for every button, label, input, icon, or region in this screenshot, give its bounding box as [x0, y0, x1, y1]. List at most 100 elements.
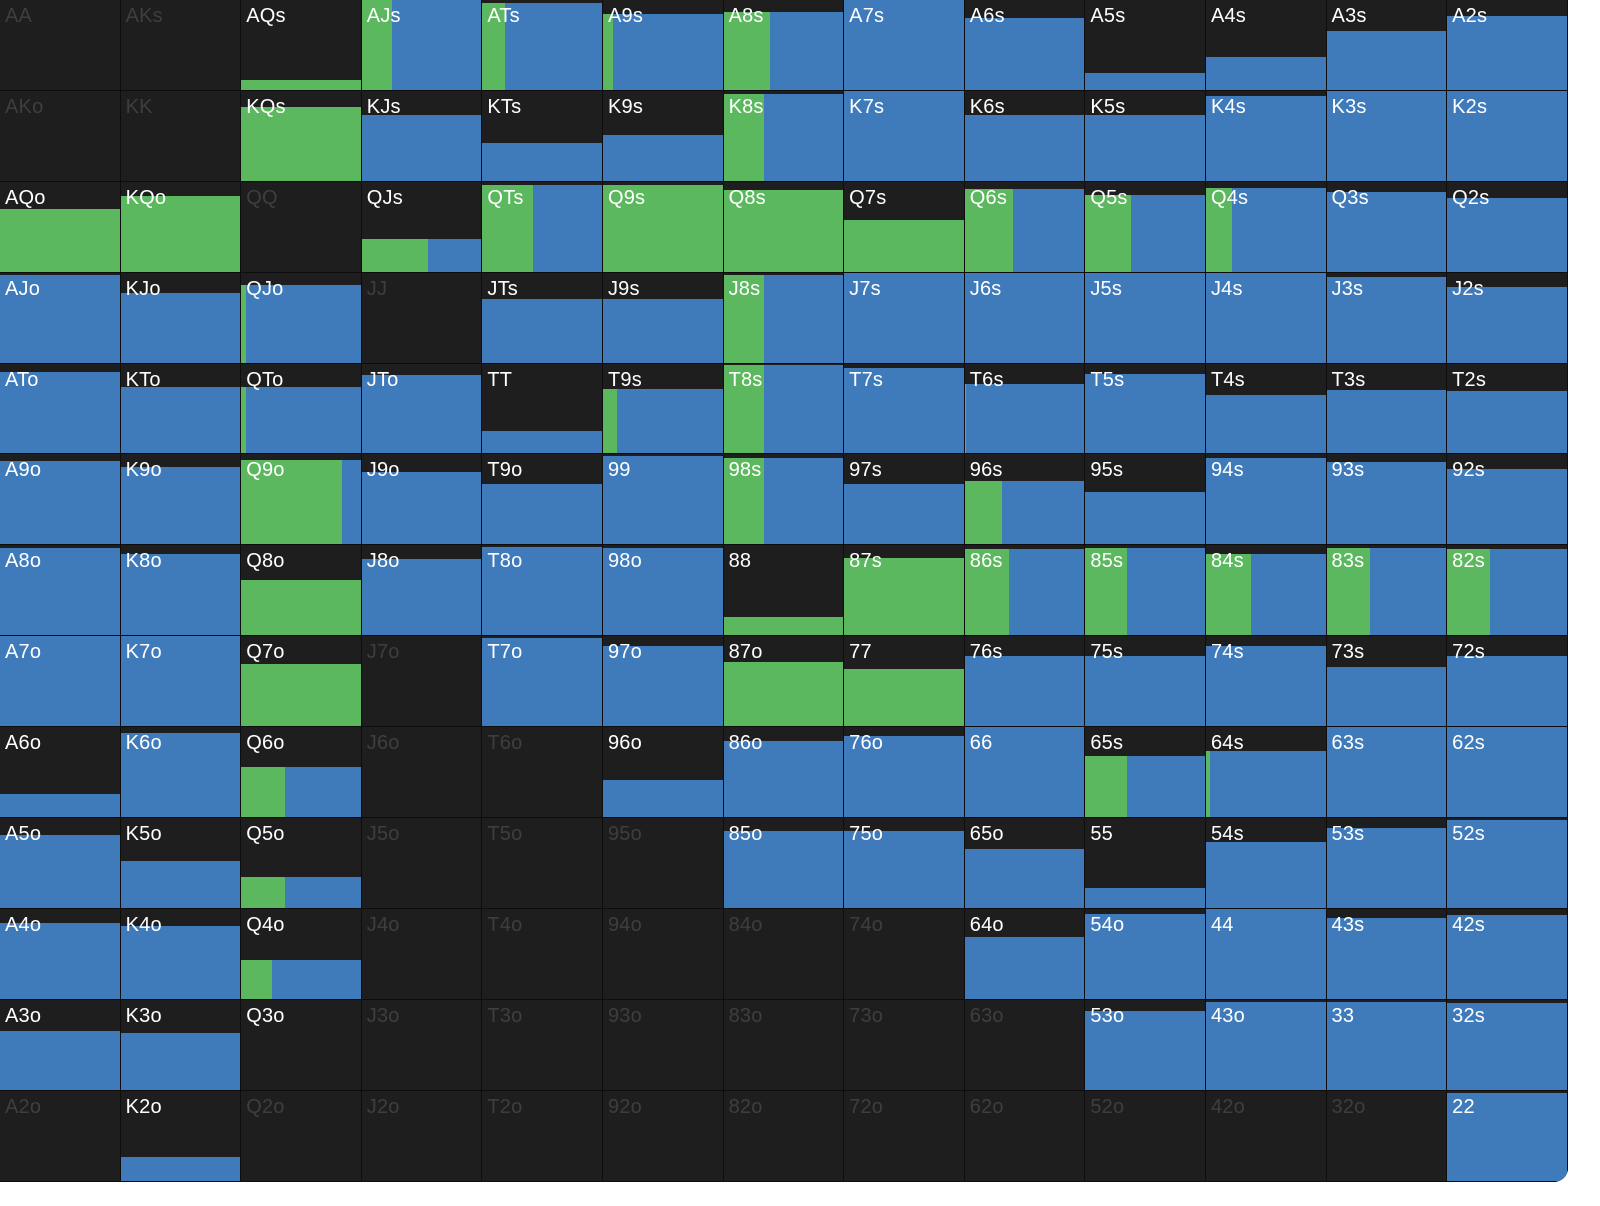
- hand-cell[interactable]: A5o: [0, 818, 121, 909]
- hand-cell[interactable]: A3o: [0, 999, 121, 1091]
- hand-cell[interactable]: 88: [723, 545, 845, 637]
- hand-cell[interactable]: K2s: [1447, 90, 1568, 182]
- hand-cell[interactable]: 65o: [964, 818, 1086, 909]
- hand-cell[interactable]: 63o: [964, 999, 1086, 1091]
- hand-cell[interactable]: T7s: [844, 363, 965, 455]
- hand-cell[interactable]: K6o: [120, 727, 242, 819]
- hand-cell[interactable]: T3o: [482, 999, 603, 1091]
- hand-cell[interactable]: J4o: [361, 908, 483, 1000]
- hand-cell[interactable]: 73s: [1326, 636, 1448, 728]
- hand-cell[interactable]: ATs: [482, 0, 603, 91]
- hand-cell[interactable]: T3s: [1326, 363, 1448, 455]
- hand-cell[interactable]: 55: [1085, 818, 1206, 909]
- hand-cell[interactable]: 82o: [723, 1090, 845, 1182]
- hand-cell[interactable]: 98o: [602, 545, 724, 637]
- hand-cell[interactable]: 87s: [844, 545, 965, 637]
- hand-cell[interactable]: JTo: [361, 363, 483, 455]
- hand-cell[interactable]: 84o: [723, 908, 845, 1000]
- hand-cell[interactable]: 94s: [1205, 454, 1327, 546]
- hand-cell[interactable]: A2s: [1447, 0, 1568, 91]
- hand-cell[interactable]: 54s: [1205, 818, 1327, 909]
- hand-cell[interactable]: KQo: [120, 181, 242, 273]
- hand-cell[interactable]: T2s: [1447, 363, 1568, 455]
- hand-cell[interactable]: J8s: [723, 272, 845, 364]
- hand-cell[interactable]: T8s: [723, 363, 845, 455]
- hand-cell[interactable]: AQo: [0, 181, 121, 273]
- hand-cell[interactable]: 33: [1326, 999, 1448, 1091]
- hand-cell[interactable]: Q2s: [1447, 181, 1568, 273]
- hand-cell[interactable]: 52o: [1085, 1090, 1206, 1182]
- hand-cell[interactable]: K9o: [120, 454, 242, 546]
- hand-cell[interactable]: 93s: [1326, 454, 1448, 546]
- hand-cell[interactable]: 97s: [844, 454, 965, 546]
- hand-cell[interactable]: 66: [964, 727, 1086, 819]
- hand-cell[interactable]: J9s: [602, 272, 724, 364]
- hand-cell[interactable]: T5o: [482, 818, 603, 909]
- hand-cell[interactable]: Q3o: [241, 999, 362, 1091]
- hand-cell[interactable]: J5s: [1085, 272, 1206, 364]
- hand-cell[interactable]: AA: [0, 0, 121, 91]
- hand-cell[interactable]: J2s: [1447, 272, 1568, 364]
- hand-cell[interactable]: K6s: [964, 90, 1086, 182]
- hand-cell[interactable]: 32o: [1326, 1090, 1448, 1182]
- hand-cell[interactable]: 64o: [964, 908, 1086, 1000]
- hand-cell[interactable]: J9o: [361, 454, 483, 546]
- hand-cell[interactable]: K4o: [120, 908, 242, 1000]
- hand-cell[interactable]: A3s: [1326, 0, 1448, 91]
- hand-cell[interactable]: 99: [602, 454, 724, 546]
- hand-cell[interactable]: K8s: [723, 90, 845, 182]
- hand-cell[interactable]: KK: [120, 90, 242, 182]
- hand-cell[interactable]: Q9s: [602, 181, 724, 273]
- hand-cell[interactable]: 43o: [1205, 999, 1327, 1091]
- hand-cell[interactable]: J3o: [361, 999, 483, 1091]
- hand-cell[interactable]: TT: [482, 363, 603, 455]
- hand-cell[interactable]: T6o: [482, 727, 603, 819]
- hand-cell[interactable]: 53o: [1085, 999, 1206, 1091]
- hand-cell[interactable]: QJs: [361, 181, 483, 273]
- hand-cell[interactable]: QJo: [241, 272, 362, 364]
- hand-cell[interactable]: KTo: [120, 363, 242, 455]
- hand-cell[interactable]: K4s: [1205, 90, 1327, 182]
- hand-cell[interactable]: T2o: [482, 1090, 603, 1182]
- hand-cell[interactable]: 96o: [602, 727, 724, 819]
- hand-cell[interactable]: Q9o: [241, 454, 362, 546]
- hand-cell[interactable]: Q5s: [1085, 181, 1206, 273]
- hand-cell[interactable]: 85s: [1085, 545, 1206, 637]
- hand-cell[interactable]: A7o: [0, 636, 121, 728]
- hand-cell[interactable]: ATo: [0, 363, 121, 455]
- hand-cell[interactable]: 98s: [723, 454, 845, 546]
- hand-cell[interactable]: 82s: [1447, 545, 1568, 637]
- hand-cell[interactable]: A8s: [723, 0, 845, 91]
- hand-cell[interactable]: 42o: [1205, 1090, 1327, 1182]
- hand-cell[interactable]: T6s: [964, 363, 1086, 455]
- hand-cell[interactable]: 92s: [1447, 454, 1568, 546]
- hand-cell[interactable]: 75o: [844, 818, 965, 909]
- hand-cell[interactable]: A8o: [0, 545, 121, 637]
- hand-cell[interactable]: Q2o: [241, 1090, 362, 1182]
- hand-cell[interactable]: A6s: [964, 0, 1086, 91]
- hand-cell[interactable]: A4s: [1205, 0, 1327, 91]
- hand-cell[interactable]: K5o: [120, 818, 242, 909]
- hand-cell[interactable]: 83s: [1326, 545, 1448, 637]
- hand-cell[interactable]: A5s: [1085, 0, 1206, 91]
- hand-cell[interactable]: JTs: [482, 272, 603, 364]
- hand-cell[interactable]: 95o: [602, 818, 724, 909]
- hand-cell[interactable]: AQs: [241, 0, 362, 91]
- hand-cell[interactable]: T8o: [482, 545, 603, 637]
- hand-cell[interactable]: K7o: [120, 636, 242, 728]
- hand-cell[interactable]: K7s: [844, 90, 965, 182]
- hand-cell[interactable]: T4o: [482, 908, 603, 1000]
- hand-cell[interactable]: 75s: [1085, 636, 1206, 728]
- hand-cell[interactable]: T9s: [602, 363, 724, 455]
- hand-cell[interactable]: A4o: [0, 908, 121, 1000]
- hand-cell[interactable]: 74o: [844, 908, 965, 1000]
- hand-cell[interactable]: Q8s: [723, 181, 845, 273]
- hand-cell[interactable]: 83o: [723, 999, 845, 1091]
- hand-cell[interactable]: 87o: [723, 636, 845, 728]
- hand-cell[interactable]: KJo: [120, 272, 242, 364]
- hand-cell[interactable]: 44: [1205, 908, 1327, 1000]
- hand-cell[interactable]: K5s: [1085, 90, 1206, 182]
- hand-cell[interactable]: 86s: [964, 545, 1086, 637]
- hand-cell[interactable]: KJs: [361, 90, 483, 182]
- hand-cell[interactable]: 74s: [1205, 636, 1327, 728]
